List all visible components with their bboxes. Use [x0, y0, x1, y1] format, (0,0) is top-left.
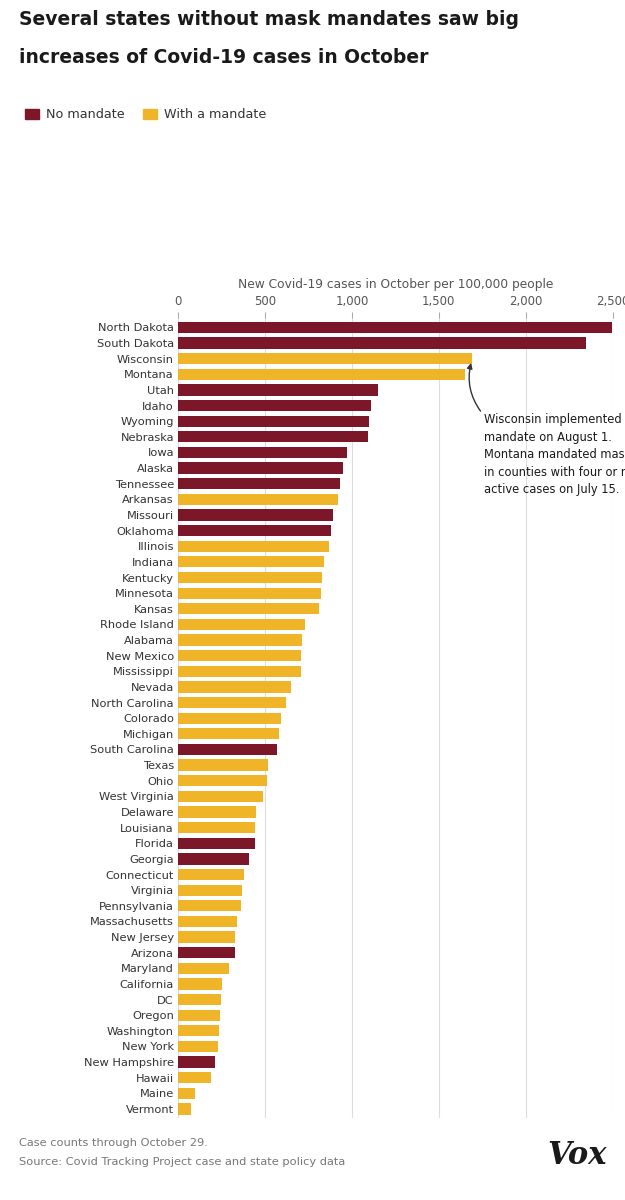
Bar [178, 806, 256, 817]
Bar [178, 384, 378, 396]
Legend: No mandate, With a mandate: No mandate, With a mandate [25, 108, 266, 121]
Bar [178, 353, 472, 365]
Text: Vox: Vox [547, 1140, 606, 1171]
Bar [178, 697, 286, 708]
Bar [178, 509, 332, 521]
Bar [178, 1040, 218, 1052]
Bar [178, 650, 301, 661]
Bar [178, 884, 242, 895]
Bar [178, 1103, 191, 1115]
Bar [178, 822, 256, 833]
Text: Several states without mask mandates saw big: Several states without mask mandates saw… [19, 10, 519, 29]
Bar [178, 524, 331, 536]
Bar [178, 947, 234, 959]
Bar [178, 557, 324, 568]
Bar [178, 728, 279, 739]
Bar [178, 682, 291, 692]
Bar [178, 775, 267, 786]
Bar [178, 368, 465, 380]
Bar [178, 1025, 219, 1037]
Bar [178, 604, 319, 614]
Bar [178, 478, 340, 490]
Bar [178, 962, 229, 974]
Bar [178, 337, 586, 349]
Bar [178, 853, 249, 864]
Bar [178, 635, 302, 646]
Bar [178, 431, 368, 443]
Text: increases of Covid-19 cases in October: increases of Covid-19 cases in October [19, 48, 428, 67]
Bar [178, 869, 244, 880]
Text: Source: Covid Tracking Project case and state policy data: Source: Covid Tracking Project case and … [19, 1157, 345, 1166]
Bar [178, 1056, 214, 1068]
Bar [178, 462, 343, 474]
Bar [178, 1009, 220, 1021]
Bar [178, 916, 238, 928]
Bar [178, 744, 277, 755]
Bar [178, 791, 263, 802]
Bar [178, 541, 329, 552]
Bar [178, 415, 369, 427]
X-axis label: New Covid-19 cases in October per 100,000 people: New Covid-19 cases in October per 100,00… [238, 277, 553, 290]
Bar [178, 493, 338, 505]
Bar [178, 1087, 194, 1099]
Bar [178, 446, 347, 458]
Bar [178, 838, 254, 848]
Text: Case counts through October 29.: Case counts through October 29. [19, 1138, 208, 1147]
Bar [178, 1072, 211, 1084]
Bar [178, 322, 612, 334]
Bar [178, 400, 371, 412]
Bar [178, 994, 221, 1006]
Bar [178, 760, 269, 770]
Bar [178, 978, 222, 990]
Text: Wisconsin implemented the
mandate on August 1.
Montana mandated mask use
in coun: Wisconsin implemented the mandate on Aug… [484, 413, 625, 497]
Bar [178, 713, 281, 724]
Bar [178, 619, 305, 630]
Bar [178, 588, 321, 599]
Bar [178, 666, 301, 677]
Bar [178, 572, 322, 583]
Bar [178, 931, 236, 943]
Bar [178, 900, 241, 912]
